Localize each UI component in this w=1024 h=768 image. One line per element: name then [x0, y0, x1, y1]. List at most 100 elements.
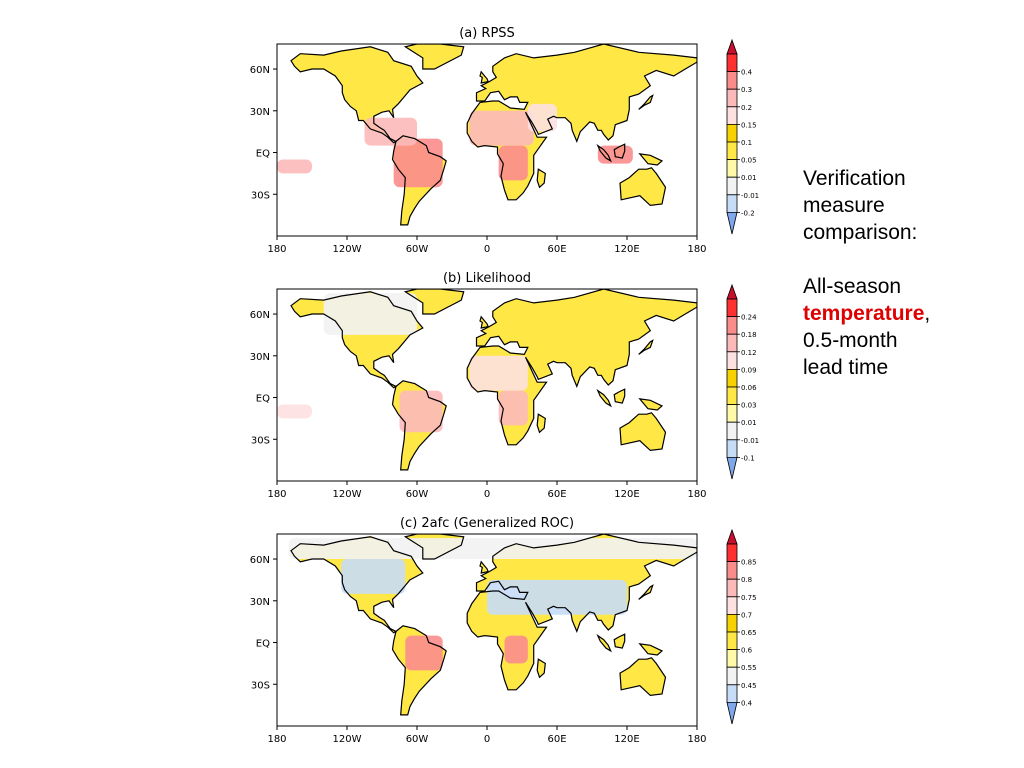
x-tick-label: 0 — [484, 489, 490, 500]
colorbar-swatch — [726, 684, 738, 703]
colorbar-swatch — [726, 53, 738, 73]
x-tick-label: 60W — [406, 489, 429, 500]
colorbar-label: 0.1 — [741, 139, 752, 147]
colorbar-swatch — [726, 386, 738, 406]
colorbar-swatch — [726, 351, 738, 370]
coastline-great-britain — [479, 70, 490, 84]
landmass-new-guinea — [639, 398, 662, 410]
panel-title: (b) Likelihood — [443, 271, 531, 286]
x-tick-label: 180 — [687, 734, 706, 745]
colorbar-swatch — [726, 333, 738, 353]
colorbar-swatch — [726, 404, 738, 423]
skill-region — [277, 159, 312, 174]
coastline-sumatra — [596, 143, 612, 163]
colorbar-bottom-arrow — [726, 702, 738, 725]
landmass-sumatra — [597, 390, 611, 406]
landmass-australia — [620, 412, 666, 451]
skill-region — [498, 390, 528, 426]
landmass-madagascar — [537, 414, 546, 433]
colorbar-label: 0.4 — [741, 699, 753, 707]
colorbar-swatch — [726, 666, 738, 686]
colorbar-label: 0.09 — [741, 366, 757, 374]
colorbar: 0.4 0.3 0.2 0.15 0.1 0.05 0.01 -0.01 -0.2 — [726, 38, 759, 235]
colorbar-swatch — [726, 194, 738, 213]
landmass-north-america — [291, 46, 423, 143]
colorbar-top-arrow — [726, 528, 738, 545]
coastline-great-britain — [479, 560, 490, 574]
colorbar-label: 0.18 — [741, 331, 757, 339]
y-tick-label: 30S — [251, 680, 270, 691]
x-tick-label: 120W — [333, 489, 362, 500]
landmass-new-guinea — [639, 153, 662, 165]
colorbar-swatch — [726, 578, 738, 598]
x-tick-label: 60E — [547, 734, 566, 745]
coastline-australia — [619, 657, 667, 697]
colorbar-label: 0.05 — [741, 157, 757, 165]
coastline-sumatra — [596, 388, 612, 408]
colorbar-label: 0.2 — [741, 104, 752, 112]
landmass-madagascar — [537, 169, 546, 188]
caption-line-2: measure — [803, 194, 885, 217]
coastline-north-america — [290, 536, 424, 634]
panel-3: (c) 2afc (Generalized ROC) 180 120W 60W 0 60E… — [250, 516, 757, 745]
colorbar-bottom-arrow — [726, 456, 738, 480]
landmass-borneo — [614, 634, 625, 649]
coastline-borneo — [613, 633, 626, 649]
coastline-south-america — [391, 135, 447, 226]
skill-region — [498, 145, 528, 181]
colorbar-label: 0.7 — [741, 611, 752, 619]
skill-region — [364, 117, 417, 146]
coastline-japan — [638, 584, 654, 600]
colorbar-label: 0.6 — [741, 647, 753, 655]
colorbar-swatch — [726, 631, 738, 651]
colorbar-bottom-arrow — [726, 211, 738, 235]
colorbar-swatch — [726, 543, 738, 563]
colorbar-label: 0.03 — [741, 402, 757, 410]
colorbar-swatch — [726, 421, 738, 441]
caption-highlight-word: temperature — [803, 302, 925, 325]
panel-1: (a) RPSS 180 120W 60W 0 60E 120E 180 60N 30N EQ 30S… — [250, 26, 759, 255]
colorbar-label: 0.55 — [741, 664, 757, 672]
coastline-new-guinea — [638, 643, 664, 656]
x-tick-label: 180 — [267, 489, 286, 500]
colorbar-swatch — [726, 561, 738, 580]
skill-region — [469, 110, 534, 146]
coastline-north-america — [290, 46, 424, 144]
coastline-madagascar — [536, 413, 546, 434]
panel-title: (a) RPSS — [459, 26, 515, 41]
colorbar: 0.85 0.8 0.75 0.7 0.65 0.6 0.55 0.45 0.4 — [726, 528, 757, 725]
skill-region — [487, 579, 627, 615]
x-tick-label: 60W — [406, 734, 429, 745]
coastline-africa-eurasia — [466, 44, 697, 201]
colorbar-label: 0.75 — [741, 594, 757, 602]
skill-region — [323, 293, 417, 335]
colorbar-swatch — [726, 106, 738, 125]
caption-line-1: Verification — [803, 167, 906, 190]
y-tick-label: EQ — [256, 149, 270, 160]
colorbar-swatch — [726, 298, 738, 318]
colorbar-top-arrow — [726, 38, 738, 55]
colorbar-label: 0.12 — [741, 349, 757, 357]
landmass-sumatra — [597, 635, 611, 651]
x-tick-label: 120W — [333, 734, 362, 745]
coastline-greenland — [403, 289, 465, 315]
caption-line-6: lead time — [803, 356, 889, 379]
coastline-new-guinea — [638, 153, 664, 166]
colorbar-label: 0.01 — [741, 419, 757, 427]
x-tick-label: 60E — [547, 489, 566, 500]
colorbar-swatch — [726, 159, 738, 178]
skill-region — [288, 538, 697, 560]
colorbar-swatch — [726, 439, 738, 458]
y-tick-label: 30S — [251, 435, 270, 446]
colorbar-swatch — [726, 88, 738, 108]
landmass-australia — [620, 167, 666, 206]
colorbar-label: 0.8 — [741, 576, 752, 584]
y-tick-label: 60N — [250, 555, 270, 566]
coastline-africa-eurasia — [466, 289, 697, 446]
landmass-greenland — [405, 289, 464, 314]
landmass-greenland — [405, 44, 464, 69]
y-tick-label: 30N — [250, 107, 270, 118]
y-tick-label: EQ — [256, 394, 270, 405]
y-tick-label: EQ — [256, 639, 270, 650]
